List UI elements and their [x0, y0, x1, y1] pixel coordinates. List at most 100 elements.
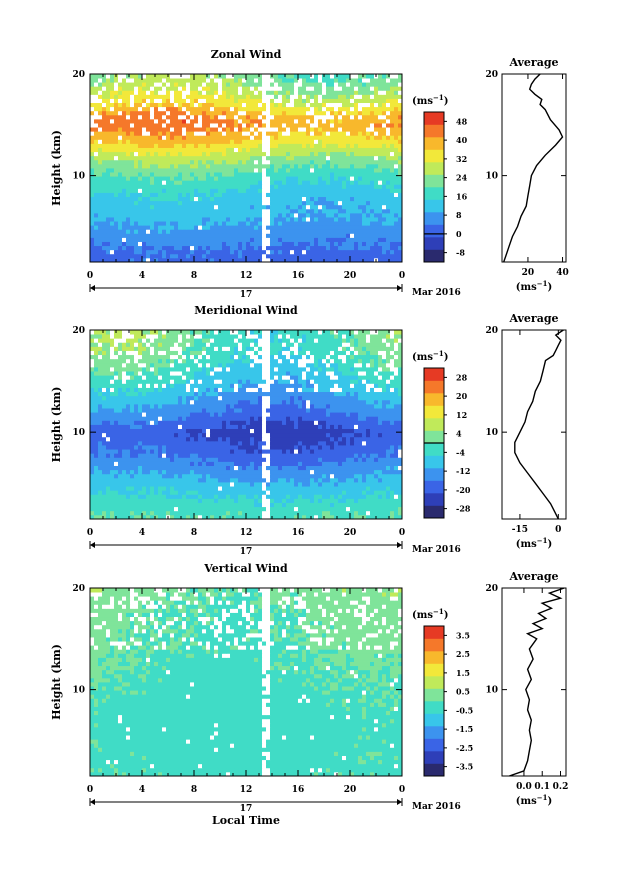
colorbar-band — [424, 249, 444, 263]
colorbar-tick-label: -8 — [456, 248, 465, 258]
x-tick-label: 0 — [87, 271, 93, 281]
x-tick-label: 4 — [139, 528, 145, 538]
colorbar-band — [424, 405, 444, 419]
colorbar: (ms−1) 3.5 2.5 1.5 0.5 -0.5 -1.5 -2.5 -3.5 — [412, 607, 473, 777]
average-x-tick-label: 0 — [555, 525, 561, 535]
colorbar-band — [424, 224, 444, 238]
average-profile-line — [509, 587, 565, 777]
colorbar-band — [424, 638, 444, 652]
colorbar-unit: (ms−1) — [412, 349, 448, 363]
colorbar-tick-label: 28 — [456, 372, 468, 382]
y-tick-label: 20 — [72, 584, 85, 594]
x-tick-label: 16 — [292, 528, 305, 538]
colorbar-band — [424, 663, 444, 677]
colorbar-tick-label: 48 — [456, 116, 468, 126]
colorbar-band — [424, 187, 444, 200]
colorbar-tick-label: -4 — [456, 447, 465, 457]
x-tick-label: 0 — [399, 528, 405, 538]
average-unit: (ms−1) — [516, 279, 552, 293]
y-tick-label: 10 — [72, 172, 85, 182]
y-axis-label: Height (km) — [50, 130, 63, 206]
y-tick-label: 20 — [72, 70, 85, 80]
colorbar-band — [424, 468, 444, 481]
x-tick-label: 20 — [344, 528, 357, 538]
average-profile-line — [514, 329, 564, 520]
colorbar-tick-label: 3.5 — [456, 630, 470, 640]
colorbar-tick-label: -12 — [456, 466, 470, 476]
y-tick-label: 10 — [72, 686, 85, 696]
colorbar-tick-label: -3.5 — [456, 762, 473, 772]
colorbar-tick-label: 20 — [456, 391, 468, 401]
date-label: Mar 2016 — [412, 545, 461, 555]
x-tick-label: 4 — [139, 271, 145, 281]
colorbar-band — [424, 480, 444, 494]
average-y-tick-label: 20 — [485, 70, 498, 80]
x-tick-label: 20 — [344, 271, 357, 281]
average-profile-panel: Average 20 10 20 40 (ms−1) — [485, 56, 568, 293]
average-unit: (ms−1) — [516, 536, 552, 550]
colorbar-tick-label: 4 — [456, 429, 462, 439]
x-axis-label: Local Time — [212, 814, 280, 827]
y-axis-label: Height (km) — [50, 387, 63, 463]
colorbar-tick-label: -2.5 — [456, 743, 473, 753]
colorbar-band — [424, 738, 444, 752]
average-title: Average — [508, 570, 558, 583]
colorbar-band — [424, 393, 444, 406]
x-tick-label: 0 — [87, 528, 93, 538]
average-y-tick-label: 10 — [485, 172, 498, 182]
panel-title: Meridional Wind — [194, 304, 298, 317]
average-unit: (ms−1) — [516, 793, 552, 807]
colorbar-tick-label: 12 — [456, 410, 467, 420]
average-x-tick-label: 20 — [522, 268, 535, 278]
colorbar: (ms−1) 28 20 12 4 -4 -12 -20 -28 — [412, 349, 471, 519]
colorbar-band — [424, 380, 444, 394]
average-title: Average — [508, 56, 558, 69]
average-y-tick-label: 20 — [485, 584, 498, 594]
colorbar-band — [424, 688, 444, 702]
colorbar-tick-label: 8 — [456, 210, 462, 220]
day-label: 17 — [240, 547, 253, 557]
average-x-tick-label: 0.1 — [534, 782, 550, 792]
y-axis-label: Height (km) — [50, 644, 63, 720]
panel-title: Zonal Wind — [211, 48, 282, 61]
colorbar-band — [424, 455, 444, 469]
colorbar-band — [424, 676, 444, 689]
average-frame — [501, 73, 567, 263]
day-label: 17 — [240, 804, 253, 814]
x-tick-label: 8 — [191, 271, 197, 281]
colorbar-band — [424, 651, 444, 664]
colorbar-tick-label: 1.5 — [456, 668, 470, 678]
colorbar-band — [424, 701, 444, 714]
y-tick-label: 10 — [72, 428, 85, 438]
average-profile-panel: Average 20 10 -15 0(ms−1) — [485, 312, 567, 550]
heatmap-field — [90, 74, 403, 263]
x-tick-label: 0 — [399, 785, 405, 795]
date-label: Mar 2016 — [412, 802, 461, 812]
colorbar-band — [424, 162, 444, 175]
colorbar-tick-label: 32 — [456, 154, 467, 164]
colorbar-band — [424, 149, 444, 163]
x-tick-label: 0 — [399, 271, 405, 281]
colorbar-band — [424, 137, 444, 150]
x-tick-label: 16 — [292, 271, 305, 281]
colorbar-band — [424, 626, 444, 639]
colorbar: (ms−1) 48 40 32 24 16 8 0 -8 — [412, 93, 468, 263]
panel-2: Vertical Wind 0 4 8 12 16 20 0 20 10 Height (km) 17… — [50, 562, 568, 827]
colorbar-tick-label: 0.5 — [456, 687, 470, 697]
average-x-tick-label: 40 — [556, 268, 569, 278]
x-tick-label: 4 — [139, 785, 145, 795]
x-tick-label: 8 — [191, 785, 197, 795]
average-y-tick-label: 20 — [485, 326, 498, 336]
colorbar-band — [424, 726, 444, 739]
colorbar-tick-label: -0.5 — [456, 705, 473, 715]
colorbar-band — [424, 713, 444, 727]
average-x-tick-label: -15 — [512, 525, 528, 535]
colorbar-band — [424, 237, 444, 250]
colorbar-unit: (ms−1) — [412, 93, 448, 107]
colorbar-band — [424, 763, 444, 777]
colorbar-band — [424, 112, 444, 125]
colorbar-band — [424, 199, 444, 213]
colorbar-band — [424, 124, 444, 138]
panel-title: Vertical Wind — [203, 562, 288, 575]
colorbar-band — [424, 174, 444, 188]
